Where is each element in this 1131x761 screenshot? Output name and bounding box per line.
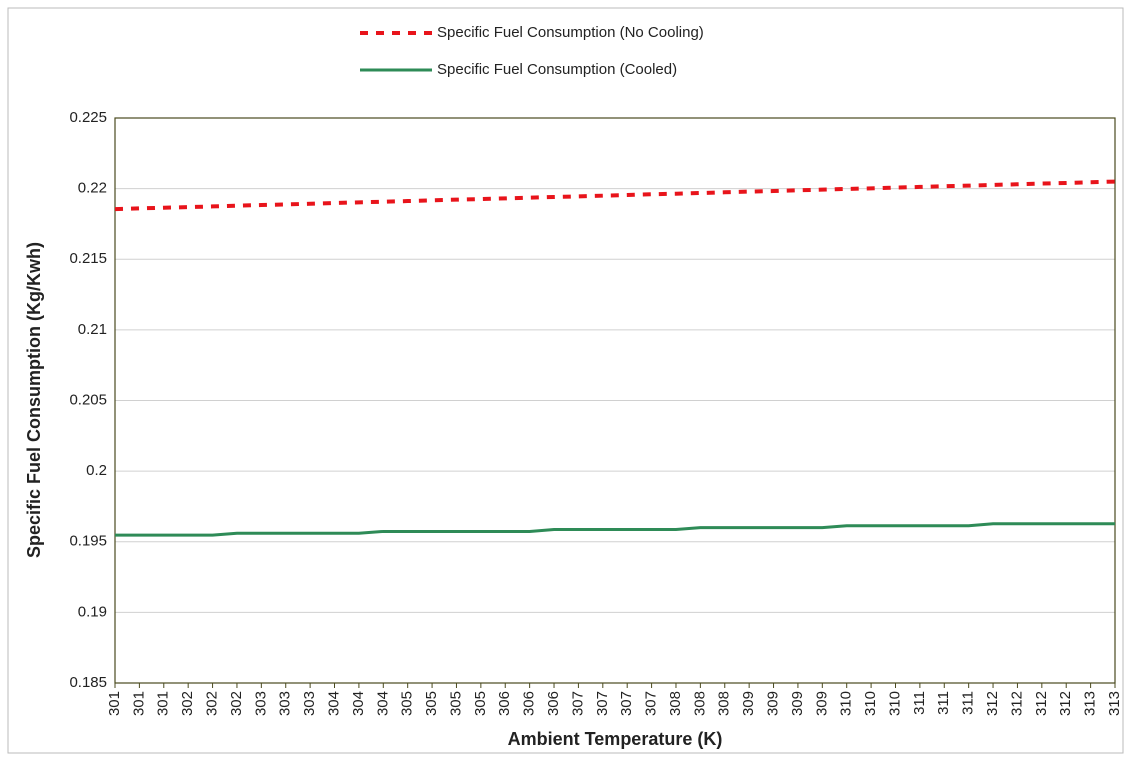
y-tick-label: 0.215 <box>69 250 107 267</box>
x-tick-label: 304 <box>325 691 342 716</box>
legend-label: Specific Fuel Consumption (No Cooling) <box>437 24 704 41</box>
x-tick-label: 302 <box>179 691 196 716</box>
x-tick-label: 312 <box>984 691 1001 716</box>
x-tick-label: 308 <box>691 691 708 716</box>
x-tick-label: 307 <box>594 691 611 716</box>
x-tick-label: 305 <box>399 691 416 716</box>
x-tick-label: 310 <box>838 691 855 716</box>
x-tick-label: 306 <box>496 691 513 716</box>
x-tick-label: 302 <box>228 691 245 716</box>
x-tick-label: 307 <box>569 691 586 716</box>
x-tick-label: 303 <box>277 691 294 716</box>
x-tick-label: 301 <box>130 691 147 716</box>
x-tick-label: 307 <box>618 691 635 716</box>
x-tick-label: 310 <box>886 691 903 716</box>
y-tick-label: 0.185 <box>69 674 107 691</box>
x-tick-label: 309 <box>740 691 757 716</box>
y-tick-label: 0.21 <box>78 321 107 338</box>
x-tick-label: 301 <box>106 691 123 716</box>
x-tick-label: 313 <box>1106 691 1123 716</box>
x-axis-title: Ambient Temperature (K) <box>508 729 723 749</box>
x-tick-label: 309 <box>789 691 806 716</box>
y-tick-label: 0.22 <box>78 180 107 197</box>
x-tick-label: 305 <box>423 691 440 716</box>
y-tick-label: 0.205 <box>69 391 107 408</box>
x-tick-label: 306 <box>521 691 538 716</box>
y-tick-label: 0.195 <box>69 533 107 550</box>
x-tick-label: 301 <box>155 691 172 716</box>
x-tick-label: 313 <box>1082 691 1099 716</box>
series-line <box>115 522 1115 537</box>
x-tick-label: 302 <box>204 691 221 716</box>
x-tick-label: 304 <box>374 691 391 716</box>
x-tick-label: 306 <box>545 691 562 716</box>
x-tick-label: 311 <box>935 691 952 715</box>
x-tick-label: 309 <box>765 691 782 716</box>
y-tick-label: 0.2 <box>86 462 107 479</box>
x-tick-label: 305 <box>447 691 464 716</box>
x-tick-label: 309 <box>813 691 830 716</box>
chart-frame <box>7 7 1124 754</box>
x-tick-label: 304 <box>350 691 367 716</box>
x-tick-label: 308 <box>716 691 733 716</box>
y-axis-title: Specific Fuel Consumption (Kg/Kwh) <box>24 242 44 558</box>
x-tick-label: 312 <box>1008 691 1025 716</box>
x-tick-label: 311 <box>911 691 928 715</box>
x-tick-label: 311 <box>960 691 977 715</box>
x-tick-label: 312 <box>1057 691 1074 716</box>
series-line <box>114 179 1116 212</box>
x-tick-label: 303 <box>252 691 269 716</box>
x-tick-label: 308 <box>667 691 684 716</box>
plot-frame <box>114 117 1116 684</box>
y-tick-label: 0.19 <box>78 603 107 620</box>
x-tick-label: 307 <box>643 691 660 716</box>
x-tick-label: 305 <box>472 691 489 716</box>
x-tick-label: 312 <box>1033 691 1050 716</box>
x-tick-label: 310 <box>862 691 879 716</box>
legend-label: Specific Fuel Consumption (Cooled) <box>437 61 677 78</box>
x-tick-label: 303 <box>301 691 318 716</box>
y-tick-label: 0.225 <box>69 109 107 126</box>
